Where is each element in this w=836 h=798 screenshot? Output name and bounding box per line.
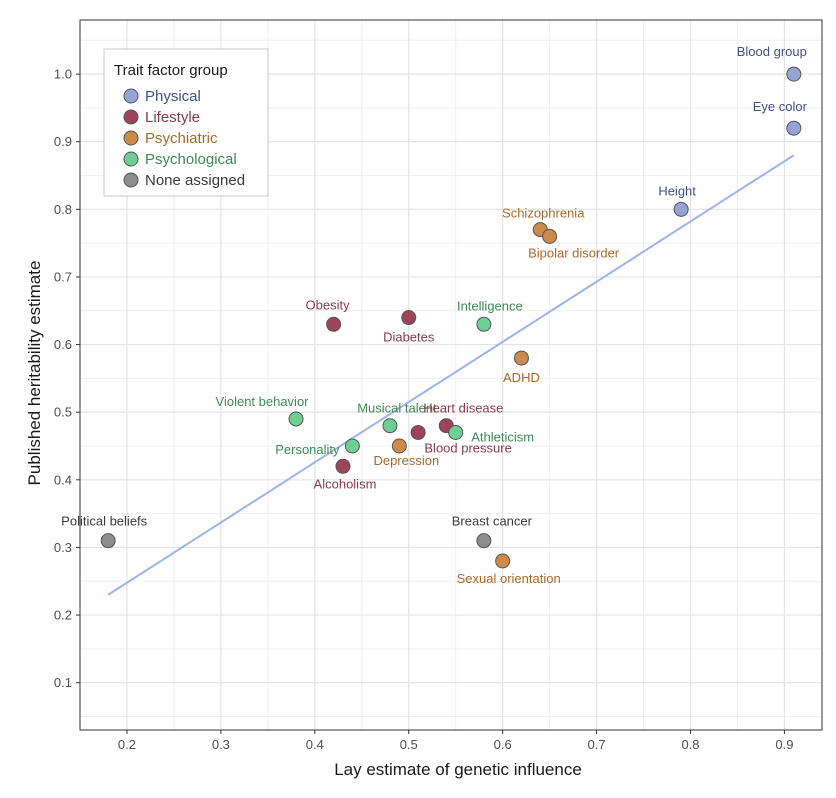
point-label: Height — [658, 183, 696, 198]
data-point — [391, 438, 407, 454]
x-tick-label: 0.2 — [118, 737, 136, 752]
data-points — [100, 66, 802, 569]
x-axis-ticks: 0.2 0.3 0.4 0.5 0.6 0.7 0.8 0.9 — [118, 730, 793, 752]
legend-label: None assigned — [145, 172, 245, 189]
y-tick-label: 0.3 — [54, 540, 72, 555]
major-gridlines — [80, 20, 822, 730]
legend-label: Lifestyle — [145, 109, 200, 126]
x-tick-label: 0.9 — [775, 737, 793, 752]
regression-line — [107, 154, 795, 596]
y-axis-title: Published heritability estimate — [25, 261, 44, 486]
point-label: Alcoholism — [314, 476, 377, 491]
data-point — [288, 411, 304, 427]
point-label: Athleticism — [471, 429, 534, 444]
legend-swatch — [123, 151, 139, 167]
data-point — [401, 310, 417, 326]
y-tick-label: 0.2 — [54, 608, 72, 623]
point-label: Schizophrenia — [502, 206, 585, 221]
legend-title: Trait factor group — [114, 62, 228, 79]
y-tick-label: 0.1 — [54, 675, 72, 690]
point-label: Violent behavior — [216, 394, 310, 409]
point-label: Blood group — [737, 44, 807, 59]
point-label: Intelligence — [457, 298, 523, 313]
point-labels: Blood group Eye color Height Schizophrenia B… — [61, 44, 807, 586]
y-tick-label: 0.4 — [54, 472, 72, 487]
y-tick-label: 1.0 — [54, 67, 72, 82]
data-point — [513, 350, 529, 366]
legend-label: Physical — [145, 88, 201, 105]
legend-swatch — [123, 109, 139, 125]
point-label: Sexual orientation — [457, 571, 561, 586]
data-point — [335, 458, 351, 474]
data-point — [476, 533, 492, 549]
x-tick-label: 0.7 — [588, 737, 606, 752]
point-label: Heart disease — [423, 401, 503, 416]
data-point — [476, 316, 492, 332]
data-point — [326, 316, 342, 332]
point-label: Musical talent — [357, 401, 437, 416]
data-point — [673, 201, 689, 217]
y-tick-label: 0.9 — [54, 134, 72, 149]
legend: Trait factor group Physical Lifestyle Psyc… — [103, 48, 269, 197]
x-tick-label: 0.5 — [400, 737, 418, 752]
point-label: Bipolar disorder — [528, 245, 620, 260]
x-tick-label: 0.6 — [494, 737, 512, 752]
legend-swatch — [123, 172, 139, 188]
legend-label: Psychological — [145, 151, 237, 168]
point-label: Breast cancer — [452, 514, 533, 529]
data-point — [786, 120, 802, 136]
data-point — [382, 418, 398, 434]
point-label: Obesity — [306, 297, 351, 312]
point-label: ADHD — [503, 370, 540, 385]
data-point — [495, 553, 511, 569]
point-label: Political beliefs — [61, 514, 147, 529]
y-tick-label: 0.7 — [54, 269, 72, 284]
data-point — [410, 424, 426, 440]
point-label: Depression — [373, 453, 439, 468]
point-label: Diabetes — [383, 330, 435, 345]
data-point — [448, 424, 464, 440]
y-tick-label: 0.5 — [54, 405, 72, 420]
point-label: Blood pressure — [424, 440, 511, 455]
data-point — [344, 438, 360, 454]
data-point — [786, 66, 802, 82]
x-axis-title: Lay estimate of genetic influence — [334, 760, 582, 779]
legend-entries: Physical Lifestyle Psychiatric Psychologica… — [123, 88, 245, 189]
x-tick-label: 0.3 — [212, 737, 230, 752]
data-point — [542, 228, 558, 244]
legend-label: Psychiatric — [145, 130, 218, 147]
legend-swatch — [123, 130, 139, 146]
data-point — [100, 533, 116, 549]
x-tick-label: 0.4 — [306, 737, 324, 752]
y-tick-label: 0.8 — [54, 202, 72, 217]
x-tick-label: 0.8 — [681, 737, 699, 752]
y-axis-ticks: 0.1 0.2 0.3 0.4 0.5 0.6 0.7 0.8 0.9 1.0 — [54, 67, 80, 690]
point-label: Eye color — [753, 99, 808, 114]
y-tick-label: 0.6 — [54, 337, 72, 352]
point-label: Personality — [275, 442, 340, 457]
legend-swatch — [123, 88, 139, 104]
plot-border — [79, 19, 823, 731]
